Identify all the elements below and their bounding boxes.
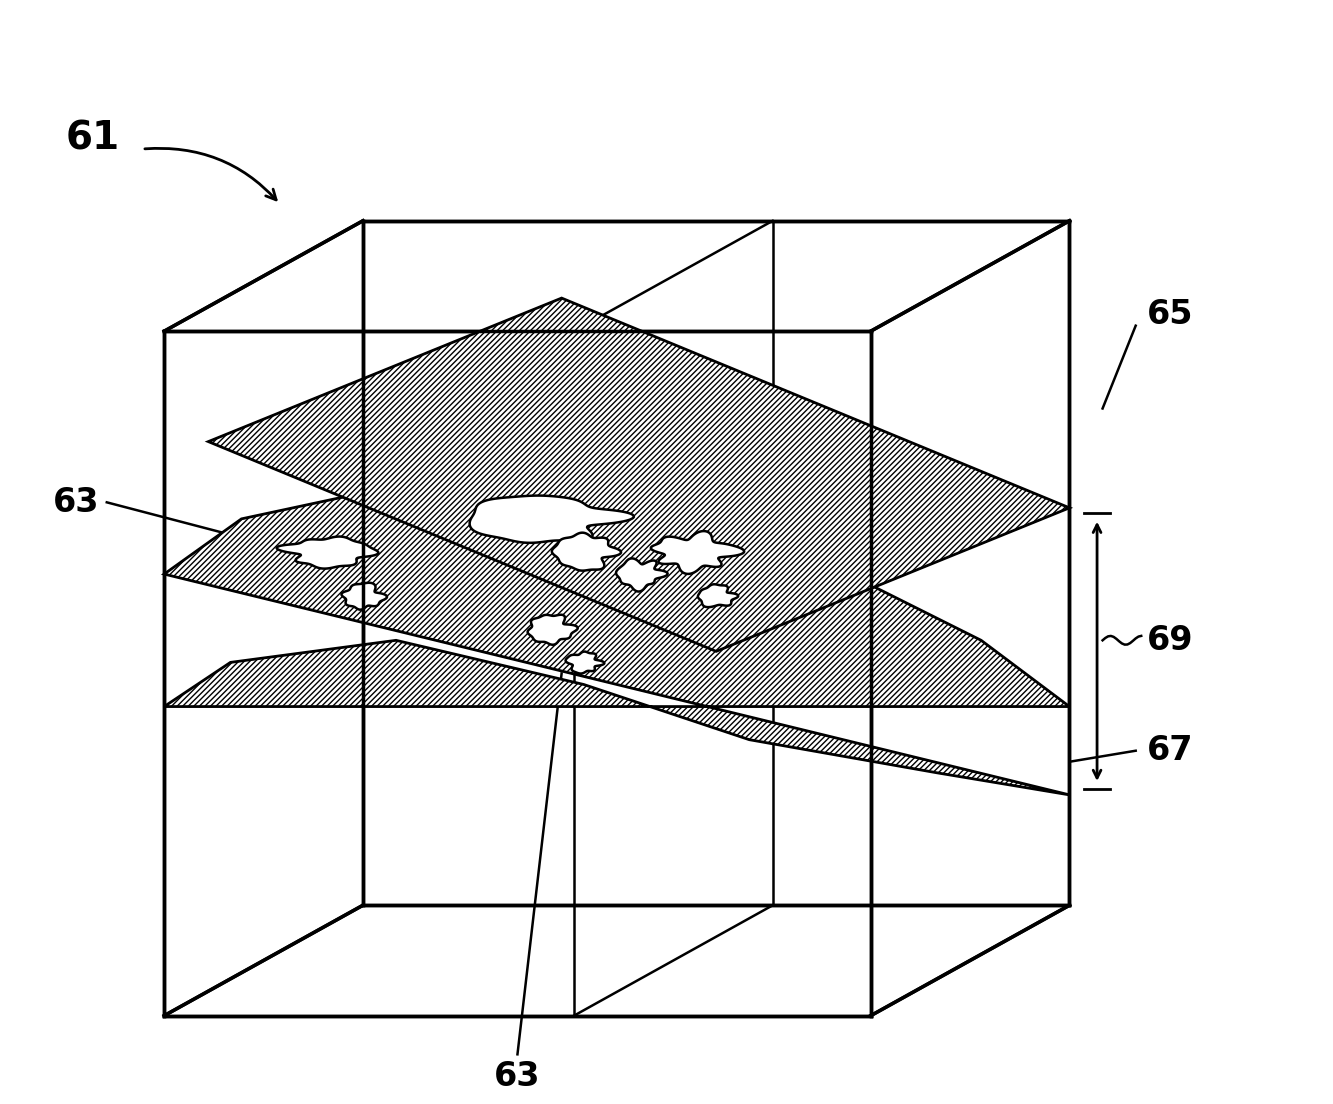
Text: 63: 63 xyxy=(52,486,99,519)
Polygon shape xyxy=(616,559,668,592)
Polygon shape xyxy=(164,475,1069,795)
Polygon shape xyxy=(528,615,577,645)
Polygon shape xyxy=(565,651,604,673)
Text: 69: 69 xyxy=(1146,624,1193,657)
Text: 65: 65 xyxy=(1146,298,1193,331)
Text: 67: 67 xyxy=(1146,734,1193,767)
Text: 63: 63 xyxy=(495,1060,541,1093)
Polygon shape xyxy=(651,531,744,574)
Polygon shape xyxy=(277,537,379,569)
Polygon shape xyxy=(469,496,633,543)
Text: 61: 61 xyxy=(65,119,120,157)
Polygon shape xyxy=(552,532,621,571)
Polygon shape xyxy=(698,584,738,607)
Polygon shape xyxy=(341,583,387,609)
Polygon shape xyxy=(208,298,1069,651)
